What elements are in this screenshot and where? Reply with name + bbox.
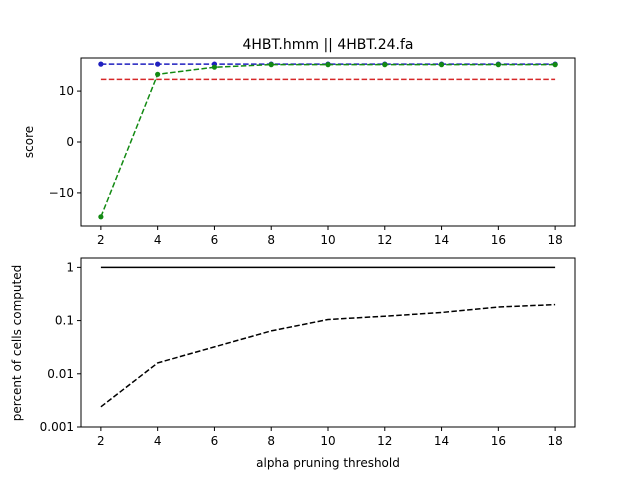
cells-x-tick-label: 10 bbox=[320, 434, 335, 448]
score-series-3-point bbox=[325, 62, 331, 68]
score-y-axis-label: score bbox=[22, 126, 36, 158]
score-series-group bbox=[98, 61, 558, 220]
cells-series-group bbox=[100, 266, 556, 408]
cells-x-tick-label: 12 bbox=[377, 434, 392, 448]
score-x-tick-label: 14 bbox=[434, 233, 449, 247]
cells-x-tick-label: 18 bbox=[547, 434, 562, 448]
score-series-3-point bbox=[438, 62, 445, 68]
score-series-3-point bbox=[98, 214, 104, 220]
score-series-3-point bbox=[268, 62, 274, 68]
score-series-3-point bbox=[552, 62, 558, 68]
score-x-tick-label: 6 bbox=[211, 233, 219, 247]
score-y-tick-label: 0 bbox=[66, 135, 74, 149]
score-x-tick-label: 16 bbox=[491, 233, 506, 247]
cells-x-tick-label: 8 bbox=[267, 434, 275, 448]
cells-x-tick-label: 16 bbox=[491, 434, 506, 448]
cells-y-tick-label: 0.1 bbox=[55, 314, 74, 328]
cells-plot-frame bbox=[80, 257, 576, 428]
score-series-2-point bbox=[155, 61, 161, 67]
x-axis-label: alpha pruning threshold bbox=[256, 456, 400, 470]
cells-x-tick-label: 2 bbox=[97, 434, 105, 448]
cells-x-tick-label: 4 bbox=[154, 434, 162, 448]
score-x-tick-label: 4 bbox=[154, 233, 162, 247]
cells-y-tick-label: 1 bbox=[66, 260, 74, 274]
score-series-3-point bbox=[382, 62, 388, 68]
score-x-tick-label: 8 bbox=[267, 233, 275, 247]
score-series-3-point bbox=[495, 62, 501, 68]
score-series-3-point bbox=[155, 71, 161, 77]
cells-y-tick-label: 0.01 bbox=[47, 367, 74, 381]
cells-x-tick-label: 14 bbox=[434, 434, 449, 448]
chart-title: 4HBT.hmm || 4HBT.24.fa bbox=[242, 37, 413, 53]
cells-panel: 2 4 6 8 10 12 14 16 18 0.001 0.01 0.1 1 percent of … bbox=[10, 257, 576, 470]
score-x-tick-label: 12 bbox=[377, 233, 392, 247]
score-plot-frame bbox=[80, 57, 576, 227]
score-y-tick-label: 10 bbox=[59, 84, 74, 98]
cells-series-line-2 bbox=[100, 303, 556, 408]
score-x-tick-label: 2 bbox=[97, 233, 105, 247]
cells-y-tick-label: 0.001 bbox=[40, 420, 74, 434]
cells-x-ticks: 2 4 6 8 10 12 14 16 18 bbox=[97, 427, 563, 448]
score-y-tick-label: −10 bbox=[49, 186, 74, 200]
score-x-tick-label: 10 bbox=[320, 233, 335, 247]
score-panel: 4HBT.hmm || 4HBT.24.fa 2 4 6 8 10 12 14 16 18 −1… bbox=[22, 37, 576, 247]
cells-y-axis-label: percent of cells computed bbox=[10, 265, 24, 421]
score-x-ticks: 2 4 6 8 10 12 14 16 18 bbox=[97, 226, 563, 247]
score-x-tick-label: 18 bbox=[547, 233, 562, 247]
cells-y-ticks: 0.001 0.01 0.1 1 bbox=[40, 260, 81, 434]
score-series-3-point bbox=[211, 64, 218, 70]
score-series-2-point bbox=[98, 61, 104, 67]
score-y-ticks: −10 0 10 bbox=[49, 84, 81, 200]
cells-x-tick-label: 6 bbox=[211, 434, 219, 448]
score-series-line-3 bbox=[100, 63, 556, 218]
